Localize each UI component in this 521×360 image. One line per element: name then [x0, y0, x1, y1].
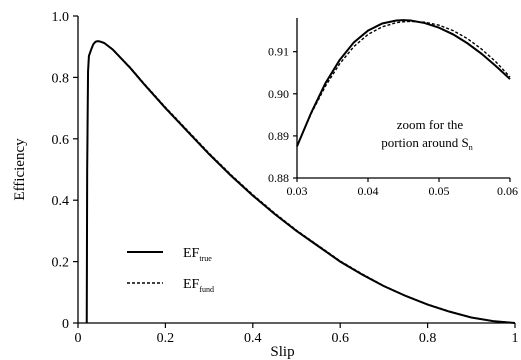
inset-annotation-line2: portion around Sn [381, 135, 472, 152]
y-tick-label: 0.8 [52, 71, 70, 86]
inset-y-tick-label: 0.91 [268, 45, 289, 59]
inset-series-line-fund [296, 20, 511, 146]
series-line-true [85, 40, 516, 324]
y-tick-label: 0.2 [52, 256, 70, 271]
x-axis-label: Slip [270, 344, 294, 360]
x-tick-label: 0 [75, 331, 82, 346]
y-tick-label: 1.0 [52, 10, 70, 25]
x-tick-label: 1 [512, 331, 519, 346]
inset-plot: 0.03 0.04 0.05 0.06 0.88 0.89 0.90 0.91 zoom for… [268, 18, 518, 198]
x-tick-label: 0.2 [157, 331, 175, 346]
inset-x-tick-label: 0.04 [358, 184, 379, 198]
y-tick-label: 0.4 [52, 194, 70, 209]
y-tick-label: 0 [62, 317, 69, 332]
inset-series-line-true [296, 19, 511, 147]
legend-label-true: EFtrue [183, 246, 212, 263]
inset-x-tick-label: 0.06 [497, 184, 518, 198]
inset-x-tick-label: 0.05 [429, 184, 450, 198]
y-tick-label: 0.6 [52, 133, 70, 148]
legend-label-fund: EFfund [183, 277, 214, 294]
inset-x-tick-label: 0.03 [287, 184, 308, 198]
series-line-fund [86, 40, 516, 324]
y-axis-label: Efficiency [12, 138, 28, 201]
inset-y-tick-label: 0.90 [268, 87, 289, 101]
main-plot: 0 0.2 0.4 0.6 0.8 1 0 0.2 0.4 0.6 0.8 1.0 Slip Effici… [12, 10, 519, 360]
inset-y-tick-label: 0.89 [268, 129, 289, 143]
x-tick-label: 0.8 [419, 331, 437, 346]
x-tick-label: 0.6 [331, 331, 349, 346]
x-tick-label: 0.4 [244, 331, 262, 346]
inset-annotation-line1: zoom for the [397, 117, 464, 132]
inset-y-tick-label: 0.88 [268, 171, 289, 185]
